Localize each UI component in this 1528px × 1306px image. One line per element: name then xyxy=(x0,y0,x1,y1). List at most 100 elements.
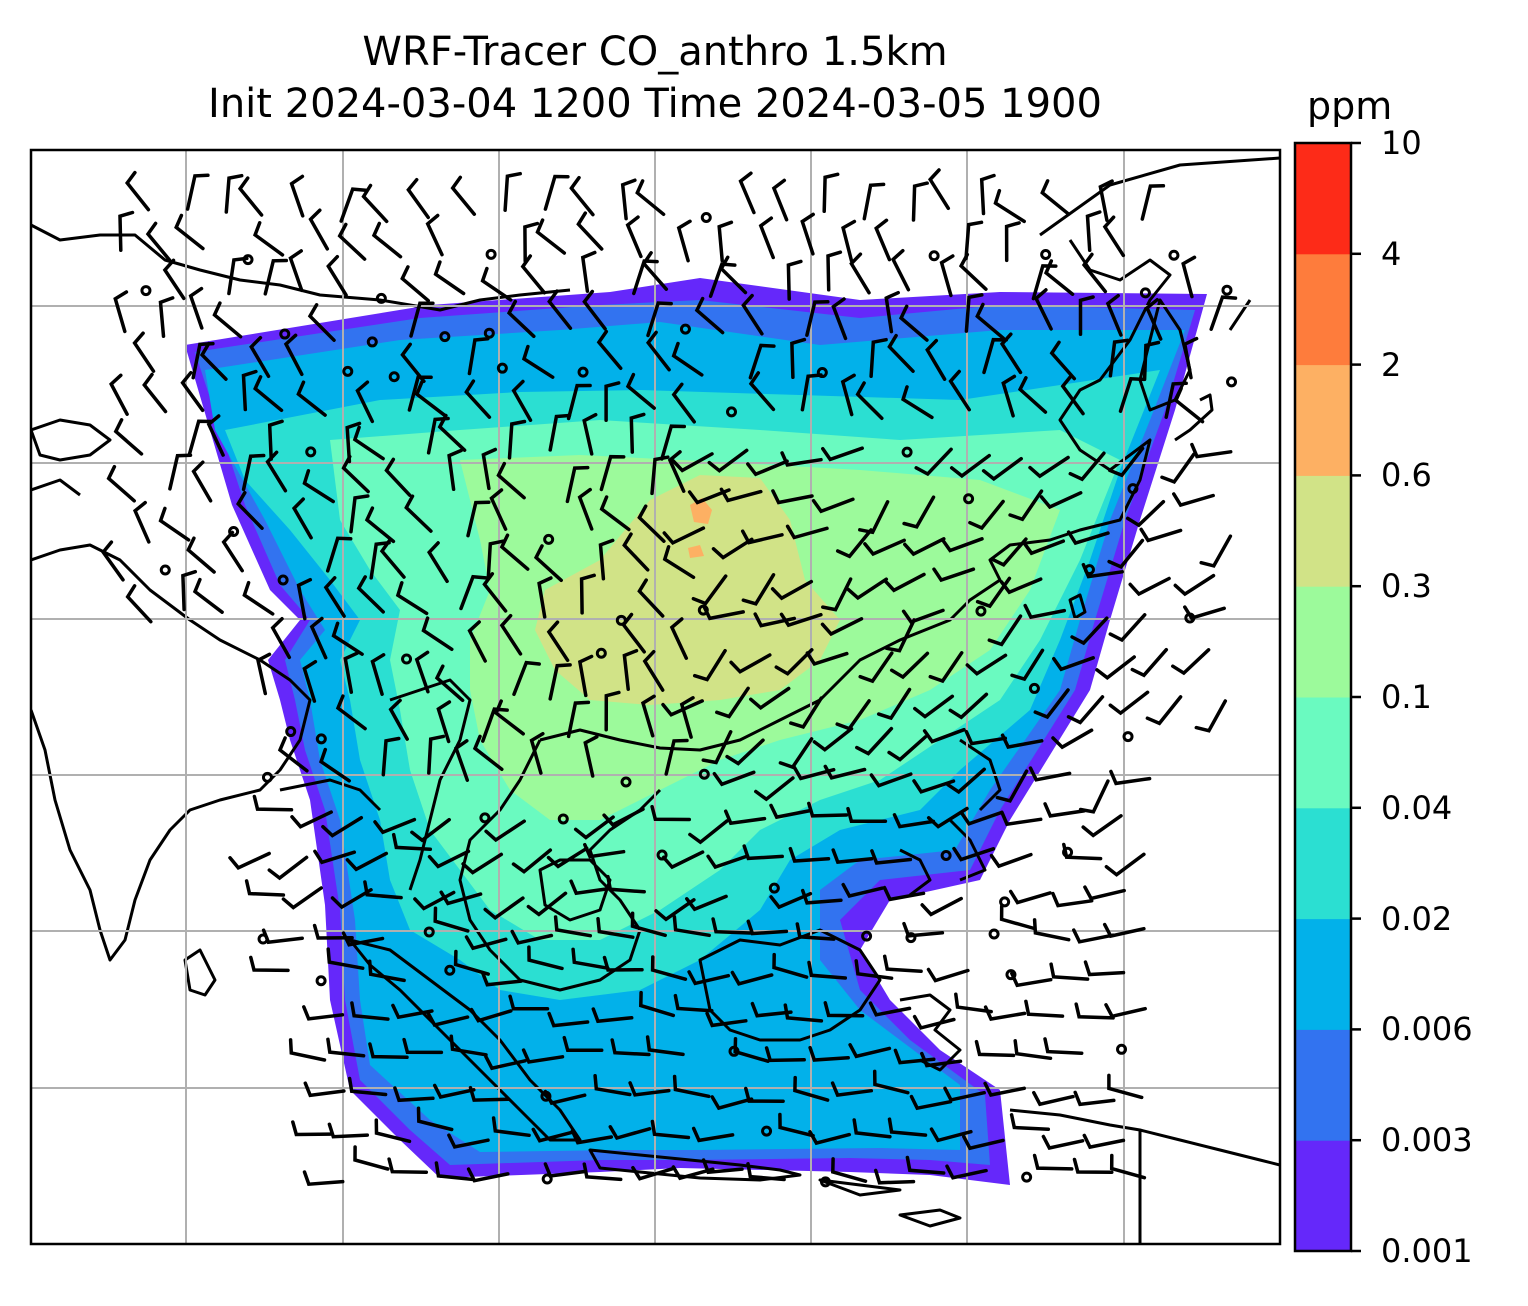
wind-barb xyxy=(687,970,731,986)
wind-barb xyxy=(302,1005,345,1021)
wind-barb xyxy=(1033,688,1070,720)
wind-barb xyxy=(1066,695,1105,725)
wind-barb xyxy=(1041,1134,1085,1150)
wind-barb xyxy=(1068,451,1106,482)
wind-barb xyxy=(180,370,205,413)
wind-barb xyxy=(872,1069,910,1095)
wind-barb xyxy=(565,465,590,504)
wind-barb xyxy=(869,772,913,788)
wind-barb xyxy=(546,620,570,663)
calm-wind-marker xyxy=(388,371,400,383)
wind-barb xyxy=(789,696,824,729)
wind-barb xyxy=(1104,852,1146,877)
wind-barb xyxy=(341,931,385,947)
calm-wind-marker xyxy=(1021,1171,1033,1183)
wind-barb xyxy=(576,211,604,251)
map-title-line1: WRF-Tracer CO_anthro 1.5km xyxy=(362,29,948,75)
wind-barb xyxy=(604,381,621,422)
wind-barb xyxy=(113,418,144,456)
wind-barb xyxy=(598,538,615,581)
wind-barb xyxy=(602,955,644,972)
wind-barb xyxy=(1145,695,1183,726)
wind-barb xyxy=(1209,295,1238,331)
calm-wind-marker xyxy=(285,726,297,738)
wind-barb xyxy=(855,726,894,756)
wind-barb xyxy=(469,1007,513,1023)
wind-barb xyxy=(821,577,853,612)
wind-barb xyxy=(769,891,813,910)
wind-barb xyxy=(912,1014,956,1030)
wind-barb xyxy=(1190,442,1233,459)
wind-barb xyxy=(337,222,367,261)
wind-barb xyxy=(730,970,774,986)
wind-barb xyxy=(943,1086,986,1102)
wind-barb xyxy=(482,572,508,613)
wind-barb xyxy=(928,651,964,684)
calm-wind-marker xyxy=(615,614,627,626)
wind-barb xyxy=(788,846,831,863)
wind-barb xyxy=(162,258,186,301)
wind-barb xyxy=(511,379,533,422)
calm-wind-marker xyxy=(1116,1043,1128,1055)
wind-barb xyxy=(637,578,665,618)
wind-barb xyxy=(902,495,936,529)
wind-barb xyxy=(433,260,466,296)
wind-barb xyxy=(792,765,836,781)
wind-barb xyxy=(887,1117,928,1137)
calm-wind-marker xyxy=(485,248,497,260)
wind-barb xyxy=(364,506,396,544)
wind-barb xyxy=(1060,374,1085,416)
calm-wind-marker xyxy=(905,932,917,944)
wind-barb xyxy=(577,487,594,531)
calm-wind-marker xyxy=(342,365,354,377)
wind-barb xyxy=(535,218,567,255)
wind-barb xyxy=(807,801,849,818)
wind-barb xyxy=(302,659,318,703)
wind-barb xyxy=(1130,647,1169,678)
wind-barb xyxy=(483,896,525,921)
wind-barb xyxy=(599,495,631,532)
wind-barb xyxy=(662,526,706,546)
wind-barb xyxy=(821,446,864,462)
wind-barb xyxy=(606,874,646,894)
wind-barb xyxy=(436,700,452,744)
wind-barb xyxy=(982,337,1009,375)
wind-barb xyxy=(808,1045,850,1062)
calm-wind-marker xyxy=(975,605,987,617)
wind-barb xyxy=(414,380,446,417)
wind-barb xyxy=(308,208,330,251)
wind-barb xyxy=(1066,530,1110,546)
wind-barb xyxy=(181,569,198,612)
wind-barb xyxy=(1083,960,1126,977)
wind-barb xyxy=(426,1011,470,1028)
wind-barb xyxy=(852,1118,892,1139)
wind-barb xyxy=(990,537,1028,567)
wind-barb xyxy=(769,803,812,820)
wind-barb xyxy=(1107,1073,1144,1100)
wind-barb xyxy=(1172,492,1215,508)
wind-barb xyxy=(849,252,871,295)
wind-barb xyxy=(707,448,749,473)
wind-barb xyxy=(227,256,249,296)
wind-barb xyxy=(263,258,289,296)
wind-barb xyxy=(854,959,894,980)
wind-barb xyxy=(466,1167,510,1183)
wind-barb xyxy=(905,1155,946,1175)
wind-barb xyxy=(393,1086,435,1103)
calm-wind-marker xyxy=(228,525,240,537)
wind-barb xyxy=(889,651,930,680)
wind-barb xyxy=(965,653,1008,676)
wind-barb xyxy=(911,181,929,222)
wind-barb xyxy=(629,412,646,454)
wind-barb xyxy=(999,332,1023,375)
wind-barb xyxy=(288,249,304,293)
calm-wind-marker xyxy=(577,366,589,378)
wind-barb xyxy=(199,341,228,381)
colorbar-tick-label: 10 xyxy=(1381,124,1422,162)
wind-barb xyxy=(738,171,756,215)
colorbar xyxy=(1295,141,1361,1253)
wind-barb xyxy=(1028,766,1072,782)
wind-barb xyxy=(355,380,375,424)
wind-barb xyxy=(995,769,1029,803)
